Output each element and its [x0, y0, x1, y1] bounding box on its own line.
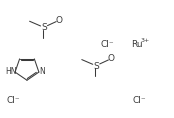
Text: O: O: [56, 16, 63, 25]
Text: HN: HN: [5, 67, 16, 76]
Text: O: O: [108, 54, 115, 63]
Text: Ru: Ru: [131, 40, 143, 49]
Text: S: S: [41, 23, 47, 32]
Text: Cl⁻: Cl⁻: [100, 40, 114, 49]
Text: N: N: [39, 67, 45, 76]
Text: 3+: 3+: [141, 38, 150, 43]
Text: S: S: [94, 62, 100, 71]
Text: Cl⁻: Cl⁻: [6, 96, 20, 105]
Text: Cl⁻: Cl⁻: [132, 96, 146, 105]
